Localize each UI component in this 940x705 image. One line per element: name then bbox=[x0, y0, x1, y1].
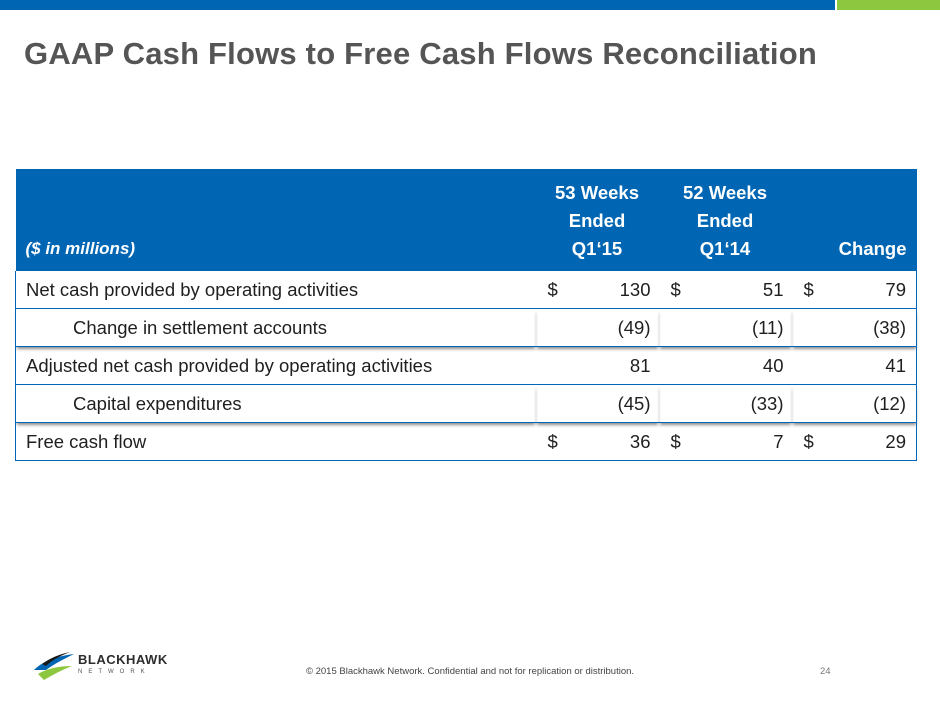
table-row: Change in settlement accounts (49) (11) … bbox=[15, 308, 917, 347]
cell-number: 130 bbox=[619, 278, 651, 300]
cell-number: 51 bbox=[762, 278, 784, 300]
top-banner-bar bbox=[0, 0, 835, 10]
logo-wordmark: BLACKHAWK bbox=[78, 652, 168, 667]
top-accent-bar bbox=[837, 0, 940, 10]
reconciliation-table: ($ in millions) 53 Weeks Ended Q1‘15 52 … bbox=[15, 169, 917, 461]
currency-symbol: $ bbox=[670, 278, 681, 300]
row-label: Change in settlement accounts bbox=[15, 308, 536, 347]
table-row: Adjusted net cash provided by operating … bbox=[15, 346, 917, 385]
row-label: Net cash provided by operating activitie… bbox=[15, 271, 536, 309]
cell-number: 41 bbox=[885, 354, 906, 376]
col1-header-line1: 53 Weeks bbox=[555, 182, 639, 203]
row-label: Capital expenditures bbox=[15, 384, 536, 423]
table-row: Capital expenditures (45) (33) (12) bbox=[15, 384, 917, 423]
cell-value: (49) bbox=[535, 308, 659, 347]
logo-subtitle: NETWORK bbox=[78, 669, 151, 675]
col-header-q1-14: 52 Weeks Ended Q1‘14 bbox=[658, 169, 792, 271]
cell-value: $29 bbox=[791, 422, 917, 461]
cell-number: (45) bbox=[617, 392, 651, 414]
currency-symbol: $ bbox=[803, 430, 814, 452]
cell-number: (12) bbox=[873, 392, 906, 414]
cell-value: (11) bbox=[658, 308, 792, 347]
cell-number: (11) bbox=[751, 316, 784, 338]
cell-number: 79 bbox=[885, 278, 906, 300]
cell-value: $79 bbox=[791, 271, 917, 309]
page-number: 24 bbox=[820, 666, 831, 677]
cell-number: 40 bbox=[762, 354, 784, 376]
cell-value: 81 bbox=[535, 346, 659, 385]
cell-number: 36 bbox=[629, 430, 651, 452]
col2-header-line3: Q1‘14 bbox=[699, 238, 751, 259]
cell-number: (38) bbox=[873, 316, 906, 338]
slide-title: GAAP Cash Flows to Free Cash Flows Recon… bbox=[24, 36, 817, 71]
cell-value: $36 bbox=[535, 422, 659, 461]
cell-value: 40 bbox=[658, 346, 792, 385]
hawk-swoosh-icon bbox=[34, 652, 74, 680]
blackhawk-logo: BLACKHAWK NETWORK bbox=[32, 648, 172, 686]
footer-copyright: © 2015 Blackhawk Network. Confidential a… bbox=[305, 666, 635, 677]
table-header-row: ($ in millions) 53 Weeks Ended Q1‘15 52 … bbox=[15, 169, 917, 271]
cell-value: (45) bbox=[535, 384, 659, 423]
col2-header-line2: Ended bbox=[696, 210, 754, 231]
col1-header-line3: Q1‘15 bbox=[571, 238, 623, 259]
cell-number: 7 bbox=[773, 430, 784, 452]
currency-symbol: $ bbox=[803, 278, 814, 300]
col-header-change: Change bbox=[791, 169, 917, 271]
col-header-q1-15: 53 Weeks Ended Q1‘15 bbox=[535, 169, 659, 271]
cell-value: $7 bbox=[658, 422, 792, 461]
cell-value: (12) bbox=[791, 384, 917, 423]
cell-value: (38) bbox=[791, 308, 917, 347]
currency-symbol: $ bbox=[547, 430, 558, 452]
cell-number: (49) bbox=[617, 316, 651, 338]
cell-number: (33) bbox=[750, 392, 784, 414]
col1-header-line2: Ended bbox=[568, 210, 626, 231]
cell-value: 41 bbox=[791, 346, 917, 385]
cell-number: 81 bbox=[629, 354, 651, 376]
cell-value: $51 bbox=[658, 271, 792, 309]
cell-number: 29 bbox=[885, 430, 906, 452]
units-label: ($ in millions) bbox=[15, 169, 536, 271]
row-label: Adjusted net cash provided by operating … bbox=[15, 346, 536, 385]
currency-symbol: $ bbox=[547, 278, 558, 300]
table-row: Free cash flow $36 $7 $29 bbox=[15, 422, 917, 461]
col2-header-line1: 52 Weeks bbox=[683, 182, 767, 203]
cell-value: $130 bbox=[535, 271, 659, 309]
cell-value: (33) bbox=[658, 384, 792, 423]
table-row: Net cash provided by operating activitie… bbox=[15, 271, 917, 309]
currency-symbol: $ bbox=[670, 430, 681, 452]
row-label: Free cash flow bbox=[15, 422, 536, 461]
